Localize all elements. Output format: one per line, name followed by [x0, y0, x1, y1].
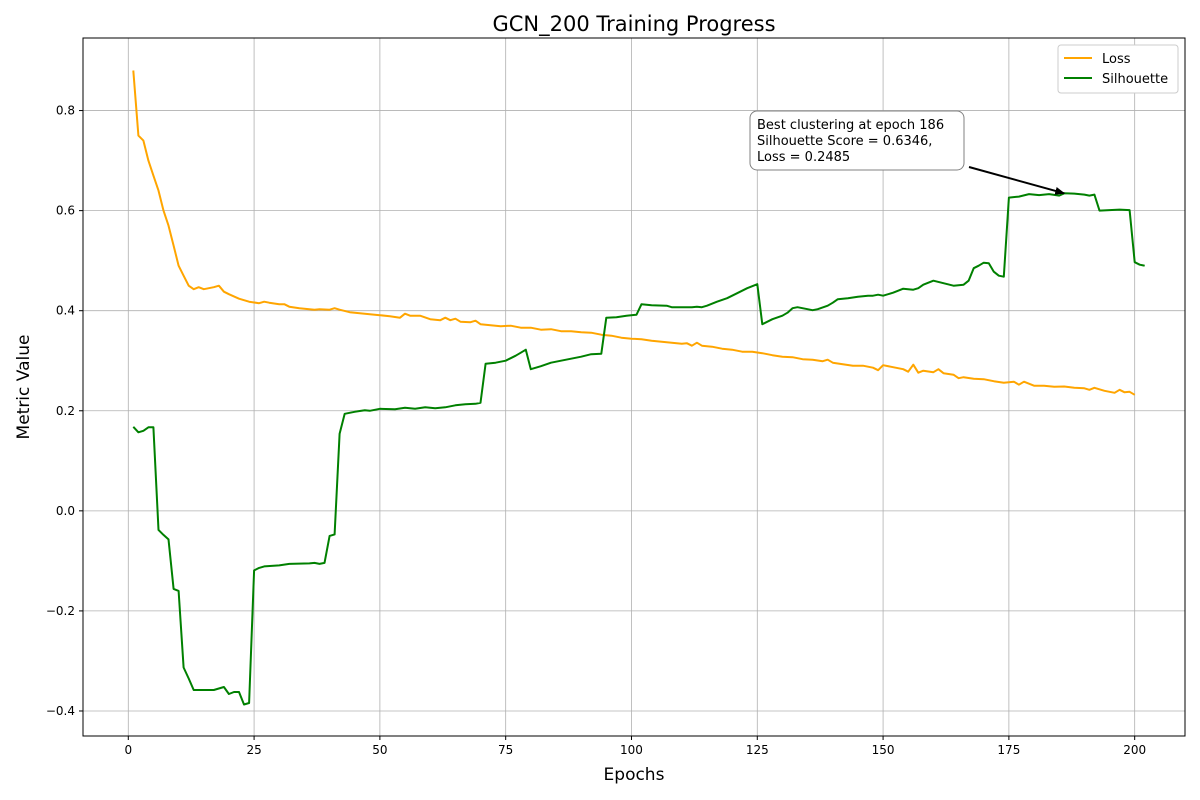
annotation-line-3: Loss = 0.2485: [757, 150, 850, 165]
y-tick-label: 0.4: [56, 304, 75, 318]
y-tick-label: −0.2: [46, 604, 75, 618]
x-tick-label: 125: [746, 743, 769, 757]
legend: Loss Silhouette: [1057, 44, 1179, 94]
x-tick-label: 150: [872, 743, 895, 757]
x-tick-label: 200: [1123, 743, 1146, 757]
x-tick-label: 175: [997, 743, 1020, 757]
x-axis-label: Epochs: [604, 765, 665, 785]
annotation-arrow: [968, 166, 1066, 195]
y-tick-label: −0.4: [46, 704, 75, 718]
series-line-silhouette: [132, 192, 1145, 706]
x-tick-label: 75: [498, 743, 513, 757]
annotation-line-2: Silhouette Score = 0.6346,: [757, 134, 932, 149]
y-tick-label: 0.6: [56, 204, 75, 218]
legend-label-loss: Loss: [1102, 52, 1131, 67]
y-tick-label: 0.8: [56, 104, 75, 118]
annotation-line-1: Best clustering at epoch 186: [757, 118, 944, 133]
annotation-box: [749, 110, 965, 171]
tick-layer: 0 25 50 75 100 125 150 175 200 −0.4 −0.2 0.0 0.2 0.4 0…: [46, 104, 1146, 757]
x-tick-label: 0: [124, 743, 132, 757]
annotation: Best clustering at epoch 186 Silhouette …: [749, 110, 1066, 195]
chart-title: GCN_200 Training Progress: [492, 12, 775, 37]
plot-frame: [82, 37, 1186, 737]
x-tick-label: 25: [246, 743, 261, 757]
x-tick-label: 100: [620, 743, 643, 757]
x-tick-label: 50: [372, 743, 387, 757]
legend-label-silhouette: Silhouette: [1102, 72, 1168, 87]
series-line-loss: [132, 70, 1136, 396]
y-tick-label: 0.0: [56, 504, 75, 518]
y-axis-label: Metric Value: [14, 335, 34, 440]
grid-layer: [83, 38, 1185, 736]
series-layer: [132, 70, 1145, 706]
y-tick-label: 0.2: [56, 404, 75, 418]
